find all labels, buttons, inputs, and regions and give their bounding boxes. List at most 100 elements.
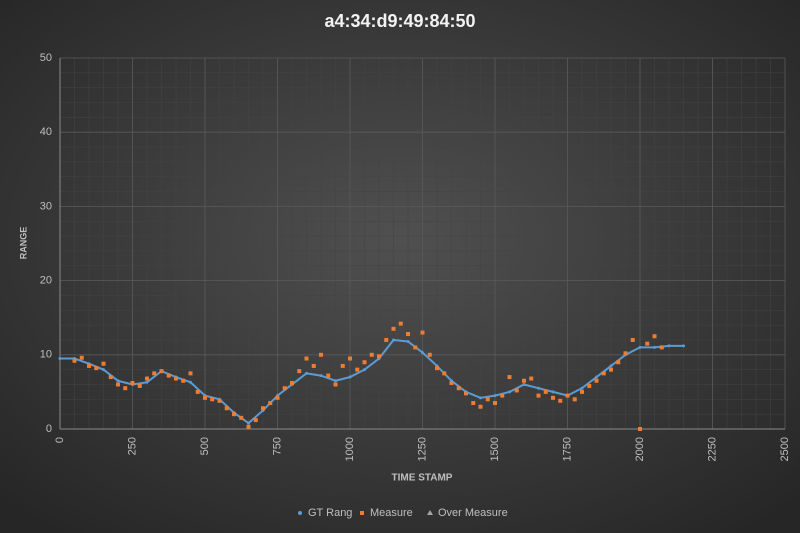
x-axis-label: TIME STAMP [392, 473, 453, 484]
measure-point [355, 367, 360, 372]
measure-point [558, 398, 563, 403]
x-tick-label: 1000 [344, 437, 356, 461]
y-tick-label: 50 [40, 52, 52, 64]
gt-point [638, 345, 642, 349]
gt-point [319, 374, 323, 378]
measure-point [594, 378, 599, 383]
gt-point [392, 338, 395, 342]
x-tick-label: 1500 [489, 437, 501, 461]
legend-marker [360, 511, 364, 515]
measure-point [290, 380, 294, 385]
measure-point [551, 395, 555, 400]
measure-point [253, 418, 258, 423]
measure-point [493, 401, 497, 406]
x-tick-label: 2250 [706, 437, 718, 461]
measure-point [500, 393, 505, 398]
gt-point [189, 380, 192, 384]
legend-label: Over Measure [438, 507, 508, 519]
x-tick-label: 2000 [634, 437, 646, 461]
measure-point [478, 404, 483, 409]
measure-point [282, 386, 287, 391]
measure-point [369, 352, 374, 357]
measure-point [268, 401, 273, 406]
measure-point [123, 386, 128, 391]
gt-point [580, 386, 584, 390]
measure-point [536, 393, 541, 398]
gt-point [537, 386, 540, 390]
gt-point [479, 396, 482, 400]
measure-point [116, 382, 120, 387]
measure-point [246, 424, 251, 429]
measure-point [623, 351, 628, 356]
measure-point [79, 355, 84, 360]
measure-point [471, 401, 476, 406]
measure-point [449, 380, 454, 385]
measure-point [456, 386, 461, 391]
measure-point [638, 427, 642, 431]
legend-label: GT Rang [308, 507, 352, 519]
x-tick-label: 1750 [561, 437, 573, 461]
measure-point [348, 356, 352, 361]
measure-point [333, 382, 338, 387]
measure-point [529, 376, 534, 381]
measure-point [137, 383, 142, 388]
measure-point [652, 334, 657, 339]
measure-point [319, 352, 323, 357]
measure-point [377, 354, 381, 359]
measure-point [420, 330, 425, 335]
gt-point [595, 375, 598, 379]
measure-point [522, 378, 526, 383]
gt-point [551, 390, 555, 394]
measure-point [195, 389, 200, 394]
gt-point [348, 375, 352, 379]
gt-point [247, 421, 250, 425]
measure-point [580, 389, 584, 394]
gt-point [609, 364, 613, 368]
gt-point [305, 371, 308, 375]
gt-point [667, 344, 671, 348]
gt-point [493, 394, 497, 398]
gt-point [102, 368, 105, 372]
y-tick-label: 10 [40, 349, 52, 361]
measure-point [565, 393, 570, 398]
measure-point [203, 395, 207, 400]
measure-point [391, 326, 396, 331]
measure-point [224, 406, 229, 411]
measure-point [130, 380, 135, 385]
measure-point [210, 397, 215, 402]
x-tick-label: 500 [199, 437, 211, 455]
measure-point [362, 360, 367, 365]
gt-point [508, 390, 511, 394]
measure-point [507, 375, 512, 380]
measure-point [304, 356, 309, 361]
y-axis-label: RANGE [18, 227, 28, 260]
measure-point [217, 398, 222, 403]
gt-point [682, 344, 685, 348]
measure-point [340, 363, 345, 368]
legend-marker [298, 511, 302, 515]
measure-point [543, 389, 548, 394]
series-line [60, 338, 684, 425]
measure-point [572, 397, 577, 402]
measure-point [261, 406, 265, 411]
measure-point [464, 391, 468, 396]
measure-point [174, 376, 178, 381]
measure-point [275, 395, 280, 400]
measure-point [442, 371, 447, 376]
x-tick-label: 2500 [779, 437, 791, 461]
measure-point [101, 361, 106, 366]
measure-point [326, 373, 331, 378]
x-tick-label: 750 [271, 437, 283, 455]
x-tick-label: 250 [126, 437, 138, 455]
measure-point [232, 412, 236, 417]
measure-point [485, 397, 490, 402]
measure-point [152, 371, 157, 376]
measure-point [587, 383, 592, 388]
x-tick-label: 1250 [416, 437, 428, 461]
measure-point [384, 337, 389, 342]
y-tick-label: 30 [40, 200, 52, 212]
y-tick-label: 20 [40, 275, 52, 287]
measure-point [145, 376, 149, 381]
